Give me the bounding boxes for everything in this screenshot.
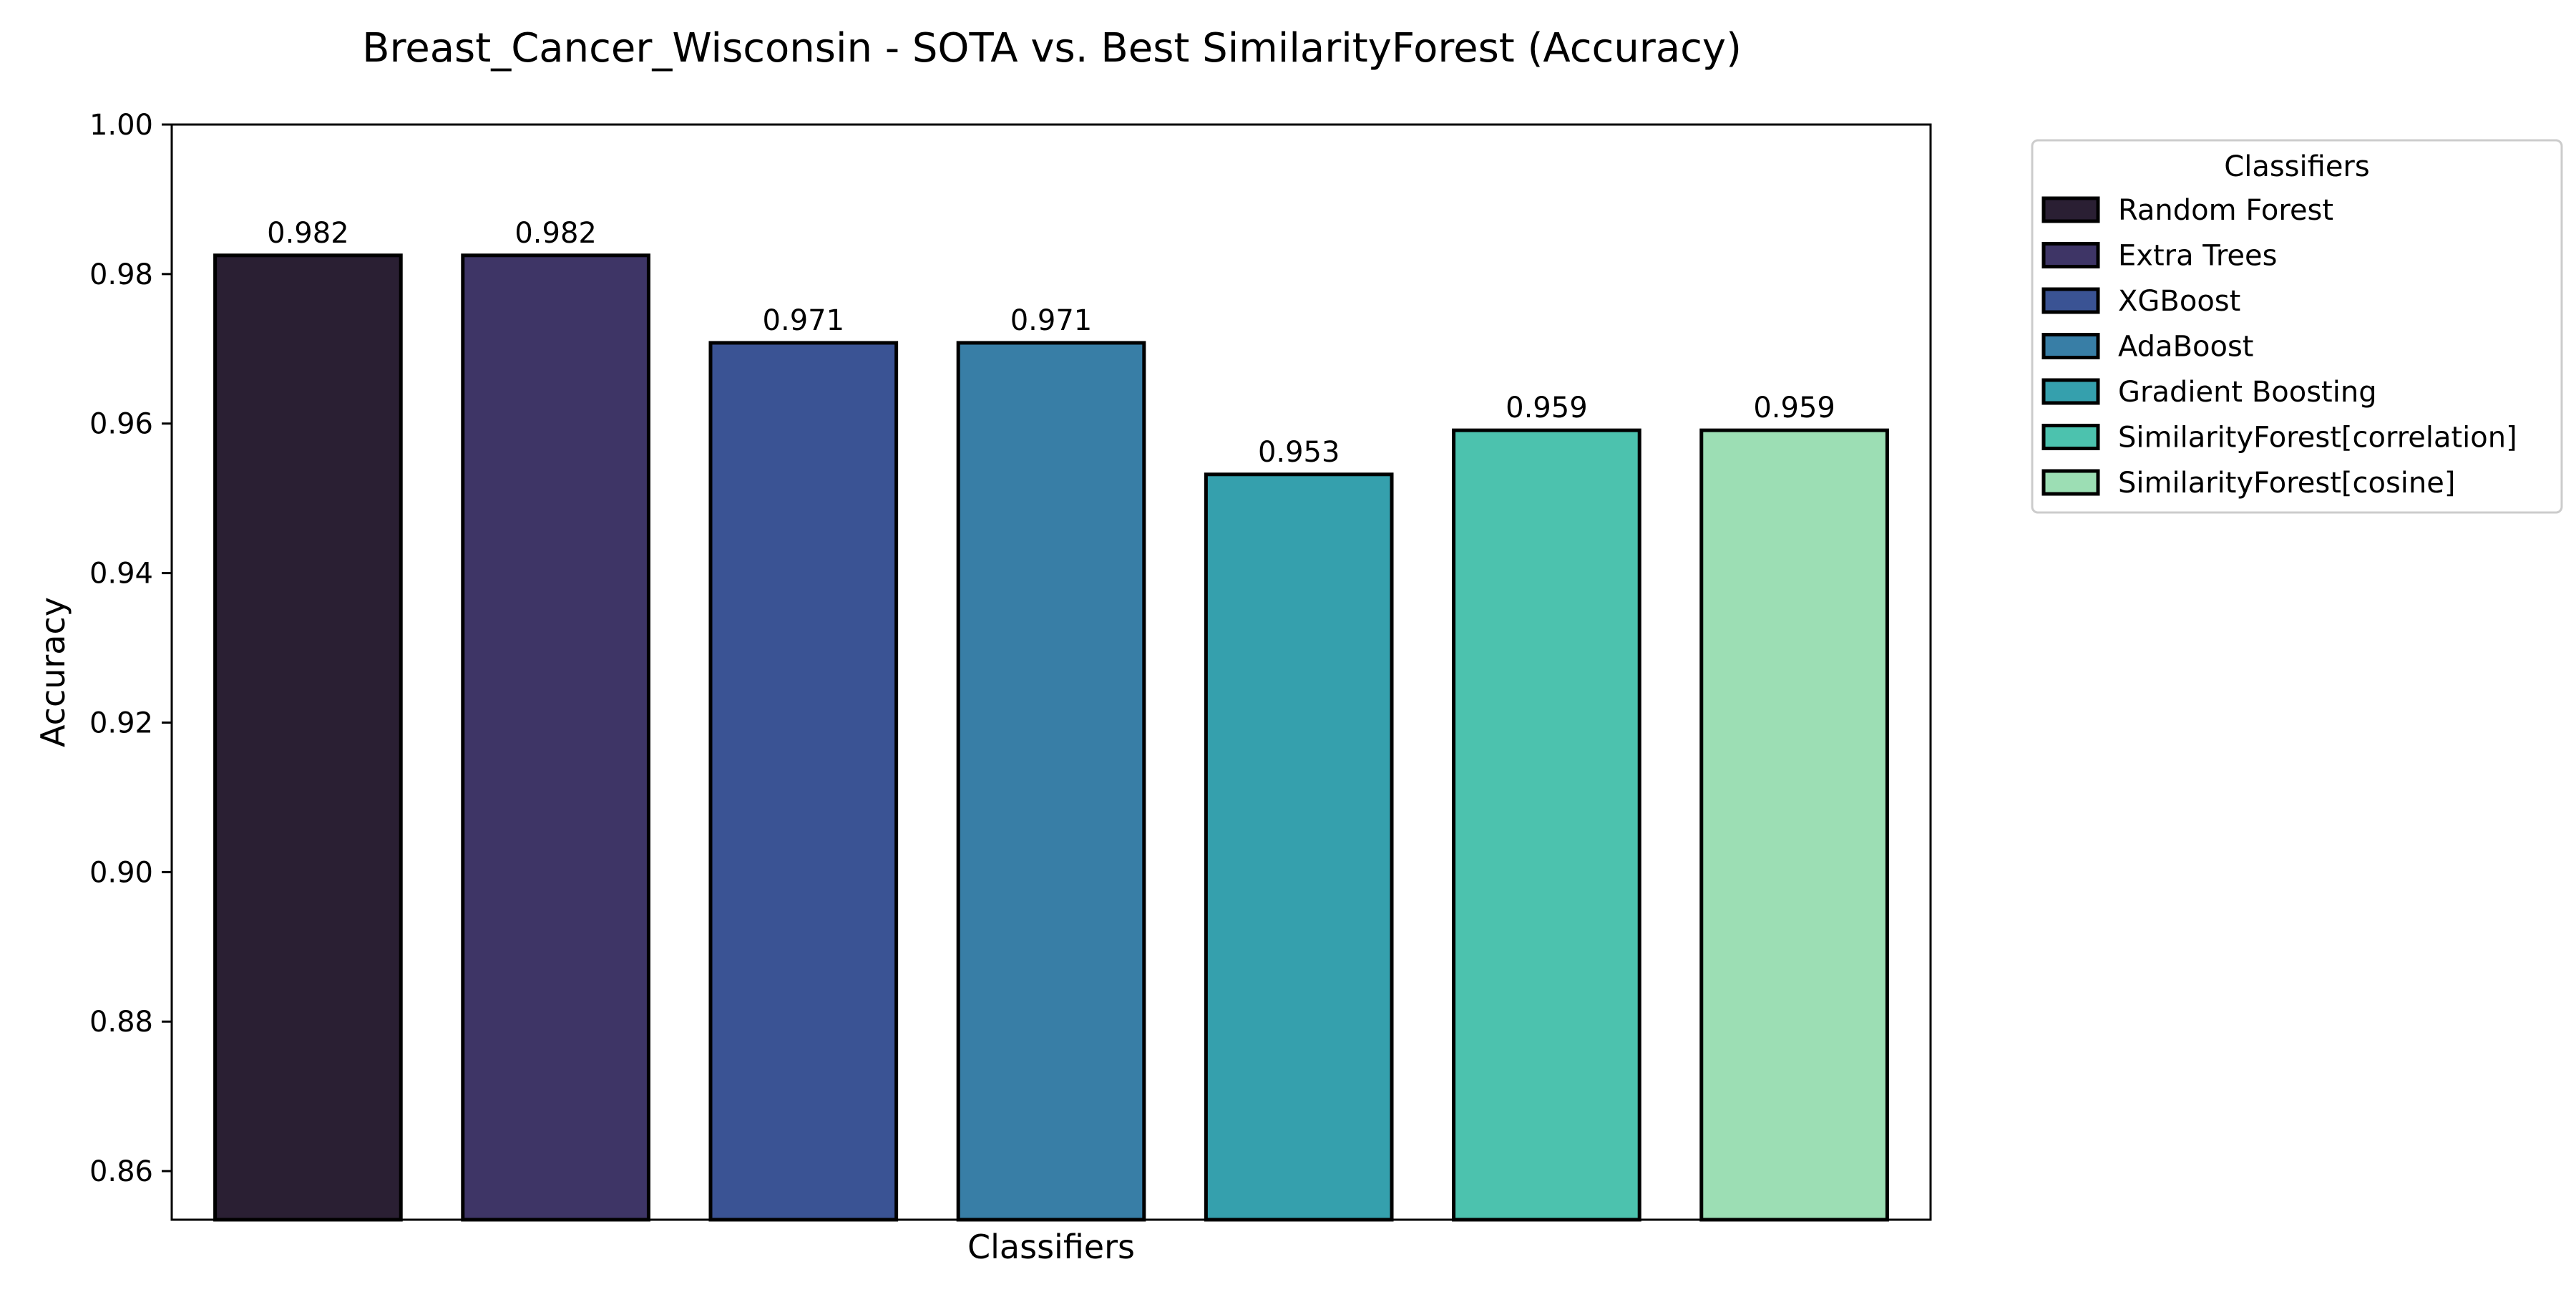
legend-swatch bbox=[2041, 242, 2100, 268]
legend-title: Classifiers bbox=[2224, 150, 2369, 183]
y-tick-label: 0.96 bbox=[89, 408, 153, 441]
bar bbox=[956, 341, 1146, 1222]
legend-label: SimilarityForest[cosine] bbox=[2118, 467, 2455, 500]
bar-value-label: 0.959 bbox=[1506, 392, 1588, 424]
bar-value-label: 0.971 bbox=[1010, 304, 1093, 337]
legend-swatch bbox=[2041, 424, 2100, 450]
bar bbox=[1452, 428, 1641, 1222]
legend-label: SimilarityForest[correlation] bbox=[2118, 422, 2517, 455]
legend-items: Random Forest Extra Trees XGBoost AdaBoost G… bbox=[2041, 194, 2517, 500]
bar-value-label: 0.959 bbox=[1753, 392, 1835, 424]
y-tick-label: 0.92 bbox=[89, 706, 153, 739]
bars bbox=[213, 253, 1889, 1222]
y-tick-label: 0.88 bbox=[89, 1006, 153, 1039]
y-tick-label: 0.90 bbox=[89, 856, 153, 889]
legend-label: Random Forest bbox=[2118, 194, 2333, 227]
chart-title: Breast_Cancer_Wisconsin - SOTA vs. Best … bbox=[362, 25, 1742, 72]
bar-value-label: 0.971 bbox=[763, 304, 845, 337]
plot-frame bbox=[170, 123, 1932, 1221]
legend-swatch bbox=[2041, 378, 2100, 405]
bar bbox=[1204, 472, 1394, 1222]
y-tick-label: 0.86 bbox=[89, 1155, 153, 1188]
y-tick-label: 1.00 bbox=[89, 109, 153, 142]
x-axis-label: Classifiers bbox=[967, 1228, 1135, 1266]
bar-value-label: 0.982 bbox=[267, 217, 349, 250]
y-tick-label: 0.94 bbox=[89, 558, 153, 591]
bar bbox=[1699, 428, 1889, 1222]
y-axis-label: Accuracy bbox=[34, 597, 72, 747]
legend-swatch bbox=[2041, 333, 2100, 359]
y-axis-ticks: 0.86 0.88 0.90 0.92 0.94 0.96 0.98 1.00 bbox=[89, 109, 172, 1188]
legend: Classifiers Random Forest Extra Trees XGBo… bbox=[2031, 139, 2563, 514]
bar bbox=[213, 253, 403, 1222]
y-tick-label: 0.98 bbox=[89, 258, 153, 291]
legend-swatch bbox=[2041, 196, 2100, 223]
legend-swatch bbox=[2041, 469, 2100, 496]
legend-label: XGBoost bbox=[2118, 285, 2240, 318]
legend-label: Extra Trees bbox=[2118, 240, 2277, 273]
bar-value-label: 0.982 bbox=[514, 217, 597, 250]
bar-value-label: 0.953 bbox=[1258, 436, 1340, 469]
bar bbox=[708, 341, 899, 1222]
bar bbox=[461, 253, 650, 1222]
legend-label: AdaBoost bbox=[2118, 331, 2253, 364]
bar-value-labels: 0.982 0.982 0.971 0.971 0.953 0.959 0.959 bbox=[267, 217, 1835, 469]
legend-box bbox=[2031, 139, 2563, 514]
legend-label: Gradient Boosting bbox=[2118, 376, 2377, 409]
legend-swatch bbox=[2041, 287, 2100, 314]
